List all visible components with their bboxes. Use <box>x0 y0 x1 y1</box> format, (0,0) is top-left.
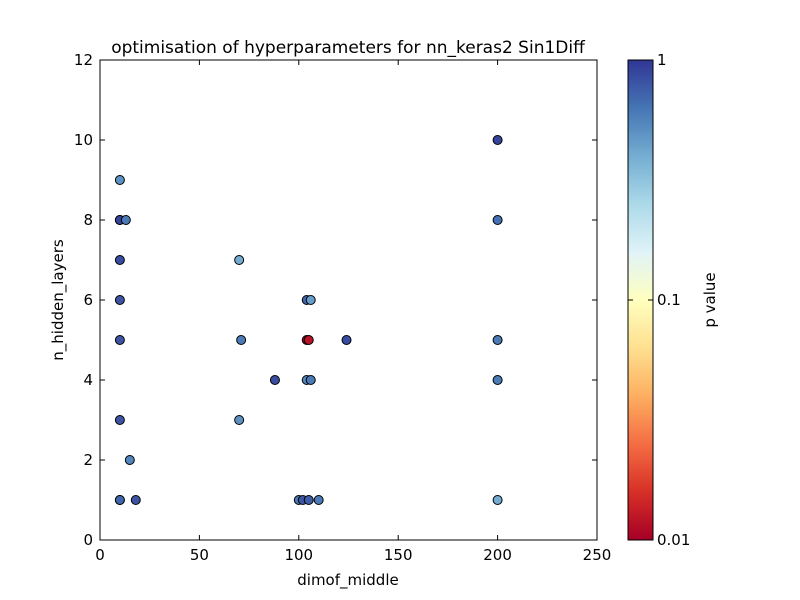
colorbar-tick-label: 1 <box>657 51 667 69</box>
data-point <box>269 375 280 385</box>
data-point <box>492 135 503 145</box>
x-axis-label: dimof_middle <box>297 571 398 590</box>
x-tick-label: 200 <box>483 546 512 564</box>
colorbar-tick-label: 0.01 <box>657 531 690 549</box>
data-point <box>492 375 503 385</box>
y-tick-label: 2 <box>83 451 93 469</box>
data-point <box>124 455 135 465</box>
data-point <box>114 255 125 265</box>
data-point <box>120 215 131 225</box>
y-tick-label: 6 <box>83 291 93 309</box>
data-point <box>305 375 316 385</box>
y-tick-label: 0 <box>83 531 93 549</box>
data-point <box>492 215 503 225</box>
colorbar-label: p value <box>701 272 719 327</box>
data-point <box>114 295 125 305</box>
data-point <box>114 175 125 185</box>
data-point <box>234 255 245 265</box>
colorbar-tick-label: 0.1 <box>657 291 681 309</box>
y-axis: 0 2 4 6 8 10 12 <box>74 51 597 549</box>
x-tick-label: 50 <box>190 546 209 564</box>
y-tick-label: 4 <box>83 371 93 389</box>
data-point <box>313 495 324 505</box>
chart-title: optimisation of hyperparameters for nn_k… <box>111 38 586 58</box>
data-point <box>305 295 316 305</box>
y-tick-label: 10 <box>74 131 93 149</box>
data-point <box>236 335 247 345</box>
data-point <box>234 415 245 425</box>
data-point <box>114 335 125 345</box>
x-axis: 0 50 100 150 200 250 <box>95 60 611 564</box>
data-point <box>114 415 125 425</box>
x-tick-label: 100 <box>284 546 313 564</box>
data-point <box>492 495 503 505</box>
points-layer <box>114 135 503 505</box>
x-tick-label: 150 <box>384 546 413 564</box>
data-point <box>303 335 314 345</box>
y-tick-label: 12 <box>74 51 93 69</box>
x-tick-label: 250 <box>583 546 612 564</box>
plot-area-frame <box>99 59 598 541</box>
y-tick-label: 8 <box>83 211 93 229</box>
data-point <box>114 495 125 505</box>
data-point <box>492 335 503 345</box>
colorbar-ticks: 0.01 0.1 1 <box>628 51 690 549</box>
data-point <box>130 495 141 505</box>
x-tick-label: 0 <box>95 546 105 564</box>
data-point <box>303 495 314 505</box>
y-axis-label: n_hidden_layers <box>49 239 68 361</box>
data-point <box>341 335 352 345</box>
